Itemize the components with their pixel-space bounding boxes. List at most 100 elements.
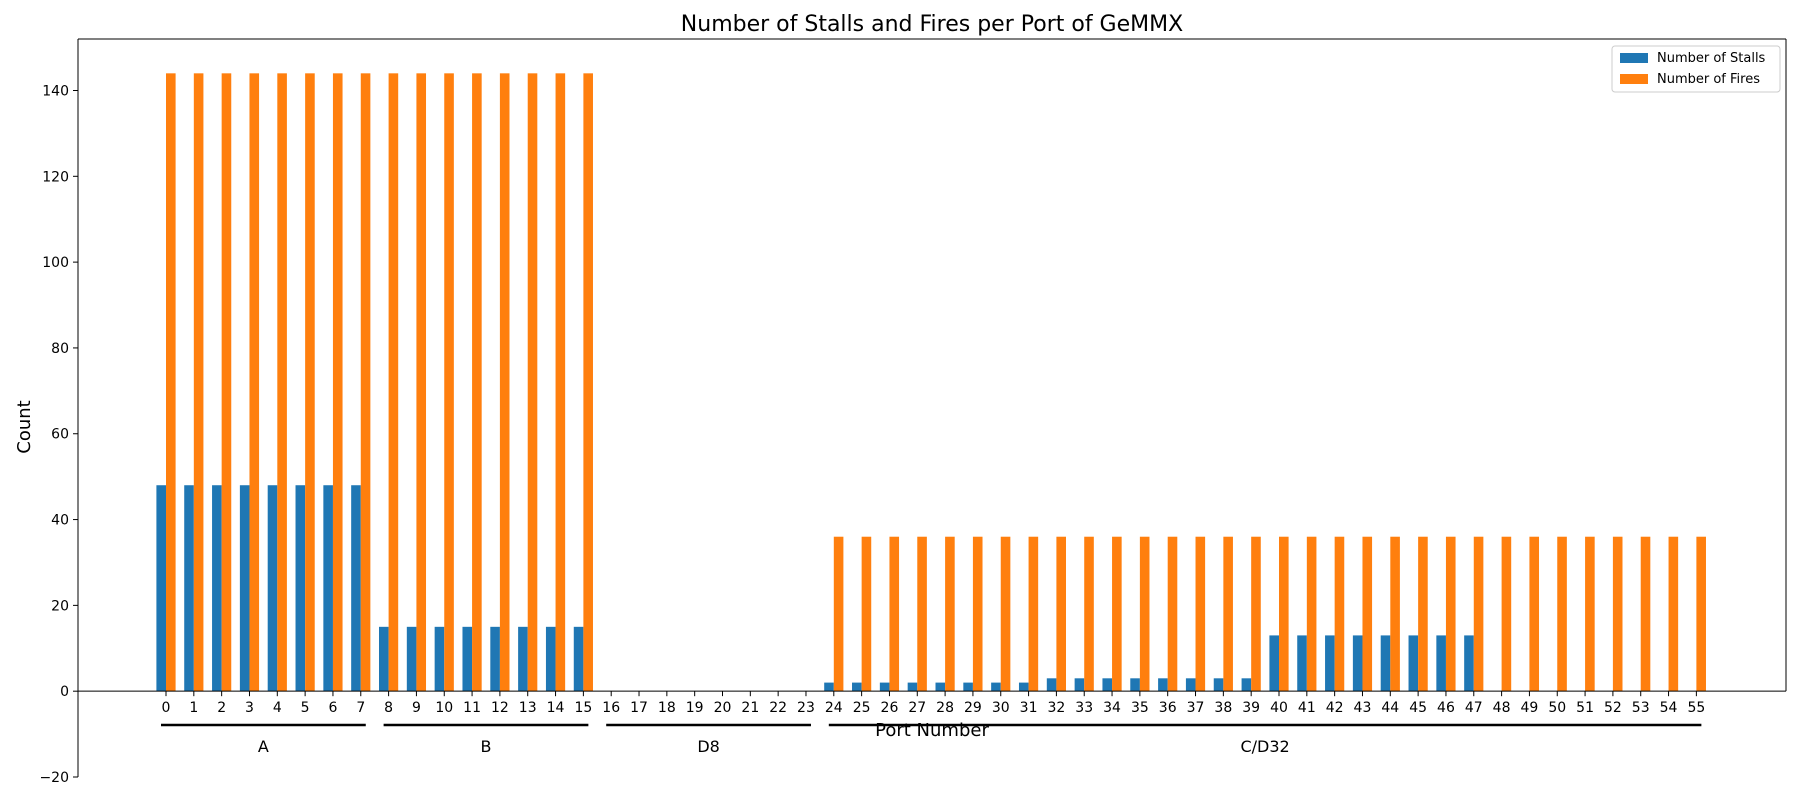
fires-bar-15 (583, 73, 593, 692)
x-tick-label-7: 7 (356, 700, 365, 716)
fires-bar-43 (1362, 536, 1373, 692)
x-tick-label-13: 13 (519, 700, 537, 716)
x-tick-label-8: 8 (384, 700, 393, 716)
group-label-c-d32: C/D32 (1240, 737, 1289, 756)
fires-bar-9 (416, 73, 427, 692)
fires-bar-55 (1696, 536, 1706, 692)
x-tick-label-0: 0 (162, 700, 171, 716)
x-tick-label-18: 18 (658, 700, 676, 716)
y-tick-label-120: 120 (42, 169, 69, 185)
x-tick-label-54: 54 (1660, 700, 1678, 716)
stalls-bar-26 (879, 682, 890, 692)
fires-bar-30 (1000, 536, 1011, 692)
x-tick-label-27: 27 (908, 700, 926, 716)
fires-bar-54 (1668, 536, 1679, 692)
x-tick-label-17: 17 (630, 700, 648, 716)
fires-bar-37 (1195, 536, 1206, 692)
stalls-bar-6 (323, 485, 333, 692)
stalls-bar-38 (1213, 678, 1224, 692)
stalls-bar-4 (267, 485, 278, 692)
fires-bar-7 (360, 73, 371, 692)
x-tick-label-34: 34 (1103, 700, 1121, 716)
stalls-bar-0 (156, 485, 166, 692)
fires-bar-0 (166, 73, 176, 692)
x-tick-label-37: 37 (1187, 700, 1205, 716)
fires-bar-48 (1501, 536, 1512, 692)
stalls-bar-41 (1297, 635, 1307, 692)
stalls-bar-25 (852, 682, 862, 692)
x-tick-label-45: 45 (1409, 700, 1427, 716)
y-tick-label-140: 140 (42, 83, 69, 99)
stalls-bar-7 (351, 485, 361, 692)
x-tick-label-20: 20 (714, 700, 732, 716)
stalls-bar-27 (907, 682, 918, 692)
stalls-bar-5 (295, 485, 306, 692)
y-axis-label: Count (14, 400, 35, 453)
fires-bar-34 (1112, 536, 1122, 692)
x-tick-label-50: 50 (1548, 700, 1566, 716)
x-tick-label-19: 19 (686, 700, 704, 716)
fires-bar-45 (1418, 536, 1428, 692)
x-tick-label-9: 9 (412, 700, 421, 716)
x-tick-label-33: 33 (1075, 700, 1093, 716)
x-tick-label-31: 31 (1020, 700, 1038, 716)
fires-bar-35 (1139, 536, 1150, 692)
fires-bar-32 (1056, 536, 1066, 692)
fires-bar-11 (472, 73, 482, 692)
fires-bar-51 (1585, 536, 1595, 692)
stalls-bar-1 (184, 485, 194, 692)
stalls-bar-14 (545, 626, 556, 692)
stalls-bar-47 (1464, 635, 1474, 692)
y-tick-label-100: 100 (42, 255, 69, 271)
fires-bar-36 (1167, 536, 1178, 692)
x-tick-label-40: 40 (1270, 700, 1288, 716)
stalls-bar-8 (379, 626, 389, 692)
fires-bar-2 (221, 73, 232, 692)
x-tick-label-36: 36 (1159, 700, 1177, 716)
x-tick-label-2: 2 (217, 700, 226, 716)
x-tick-label-41: 41 (1298, 700, 1316, 716)
x-tick-label-35: 35 (1131, 700, 1149, 716)
fires-bar-26 (889, 536, 900, 692)
group-label-b: B (480, 737, 491, 756)
stalls-bar-28 (935, 682, 946, 692)
fires-bar-52 (1612, 536, 1623, 692)
fires-bar-12 (499, 73, 510, 692)
stalls-bar-34 (1102, 678, 1113, 692)
y-tick-label-80: 80 (51, 341, 69, 357)
legend-frame (1611, 45, 1781, 93)
x-tick-label-3: 3 (245, 700, 254, 716)
stalls-bar-24 (824, 682, 834, 692)
stalls-bar-45 (1408, 635, 1419, 692)
legend-swatch-fires (1620, 74, 1648, 84)
x-tick-label-55: 55 (1687, 700, 1705, 716)
stalls-bar-35 (1130, 678, 1140, 692)
x-tick-label-23: 23 (797, 700, 815, 716)
fires-bar-50 (1557, 536, 1567, 692)
stalls-bar-42 (1325, 635, 1335, 692)
y-tick-label--20: −20 (39, 770, 69, 786)
x-tick-label-38: 38 (1214, 700, 1232, 716)
x-tick-label-47: 47 (1465, 700, 1483, 716)
fires-bar-42 (1334, 536, 1345, 692)
fires-bar-31 (1028, 536, 1039, 692)
fires-bar-8 (388, 73, 399, 692)
x-tick-label-5: 5 (301, 700, 310, 716)
x-tick-label-49: 49 (1521, 700, 1539, 716)
stalls-bar-36 (1158, 678, 1168, 692)
fires-bar-29 (972, 536, 983, 692)
x-tick-label-14: 14 (547, 700, 565, 716)
x-tick-label-32: 32 (1047, 700, 1065, 716)
fires-bar-10 (444, 73, 454, 692)
x-tick-label-53: 53 (1632, 700, 1650, 716)
x-tick-label-21: 21 (741, 700, 759, 716)
x-tick-label-22: 22 (769, 700, 787, 716)
fires-bar-41 (1306, 536, 1317, 692)
fires-bar-25 (861, 536, 872, 692)
fires-bar-47 (1473, 536, 1484, 692)
fires-bar-3 (249, 73, 260, 692)
x-tick-label-30: 30 (992, 700, 1010, 716)
x-tick-label-42: 42 (1326, 700, 1344, 716)
